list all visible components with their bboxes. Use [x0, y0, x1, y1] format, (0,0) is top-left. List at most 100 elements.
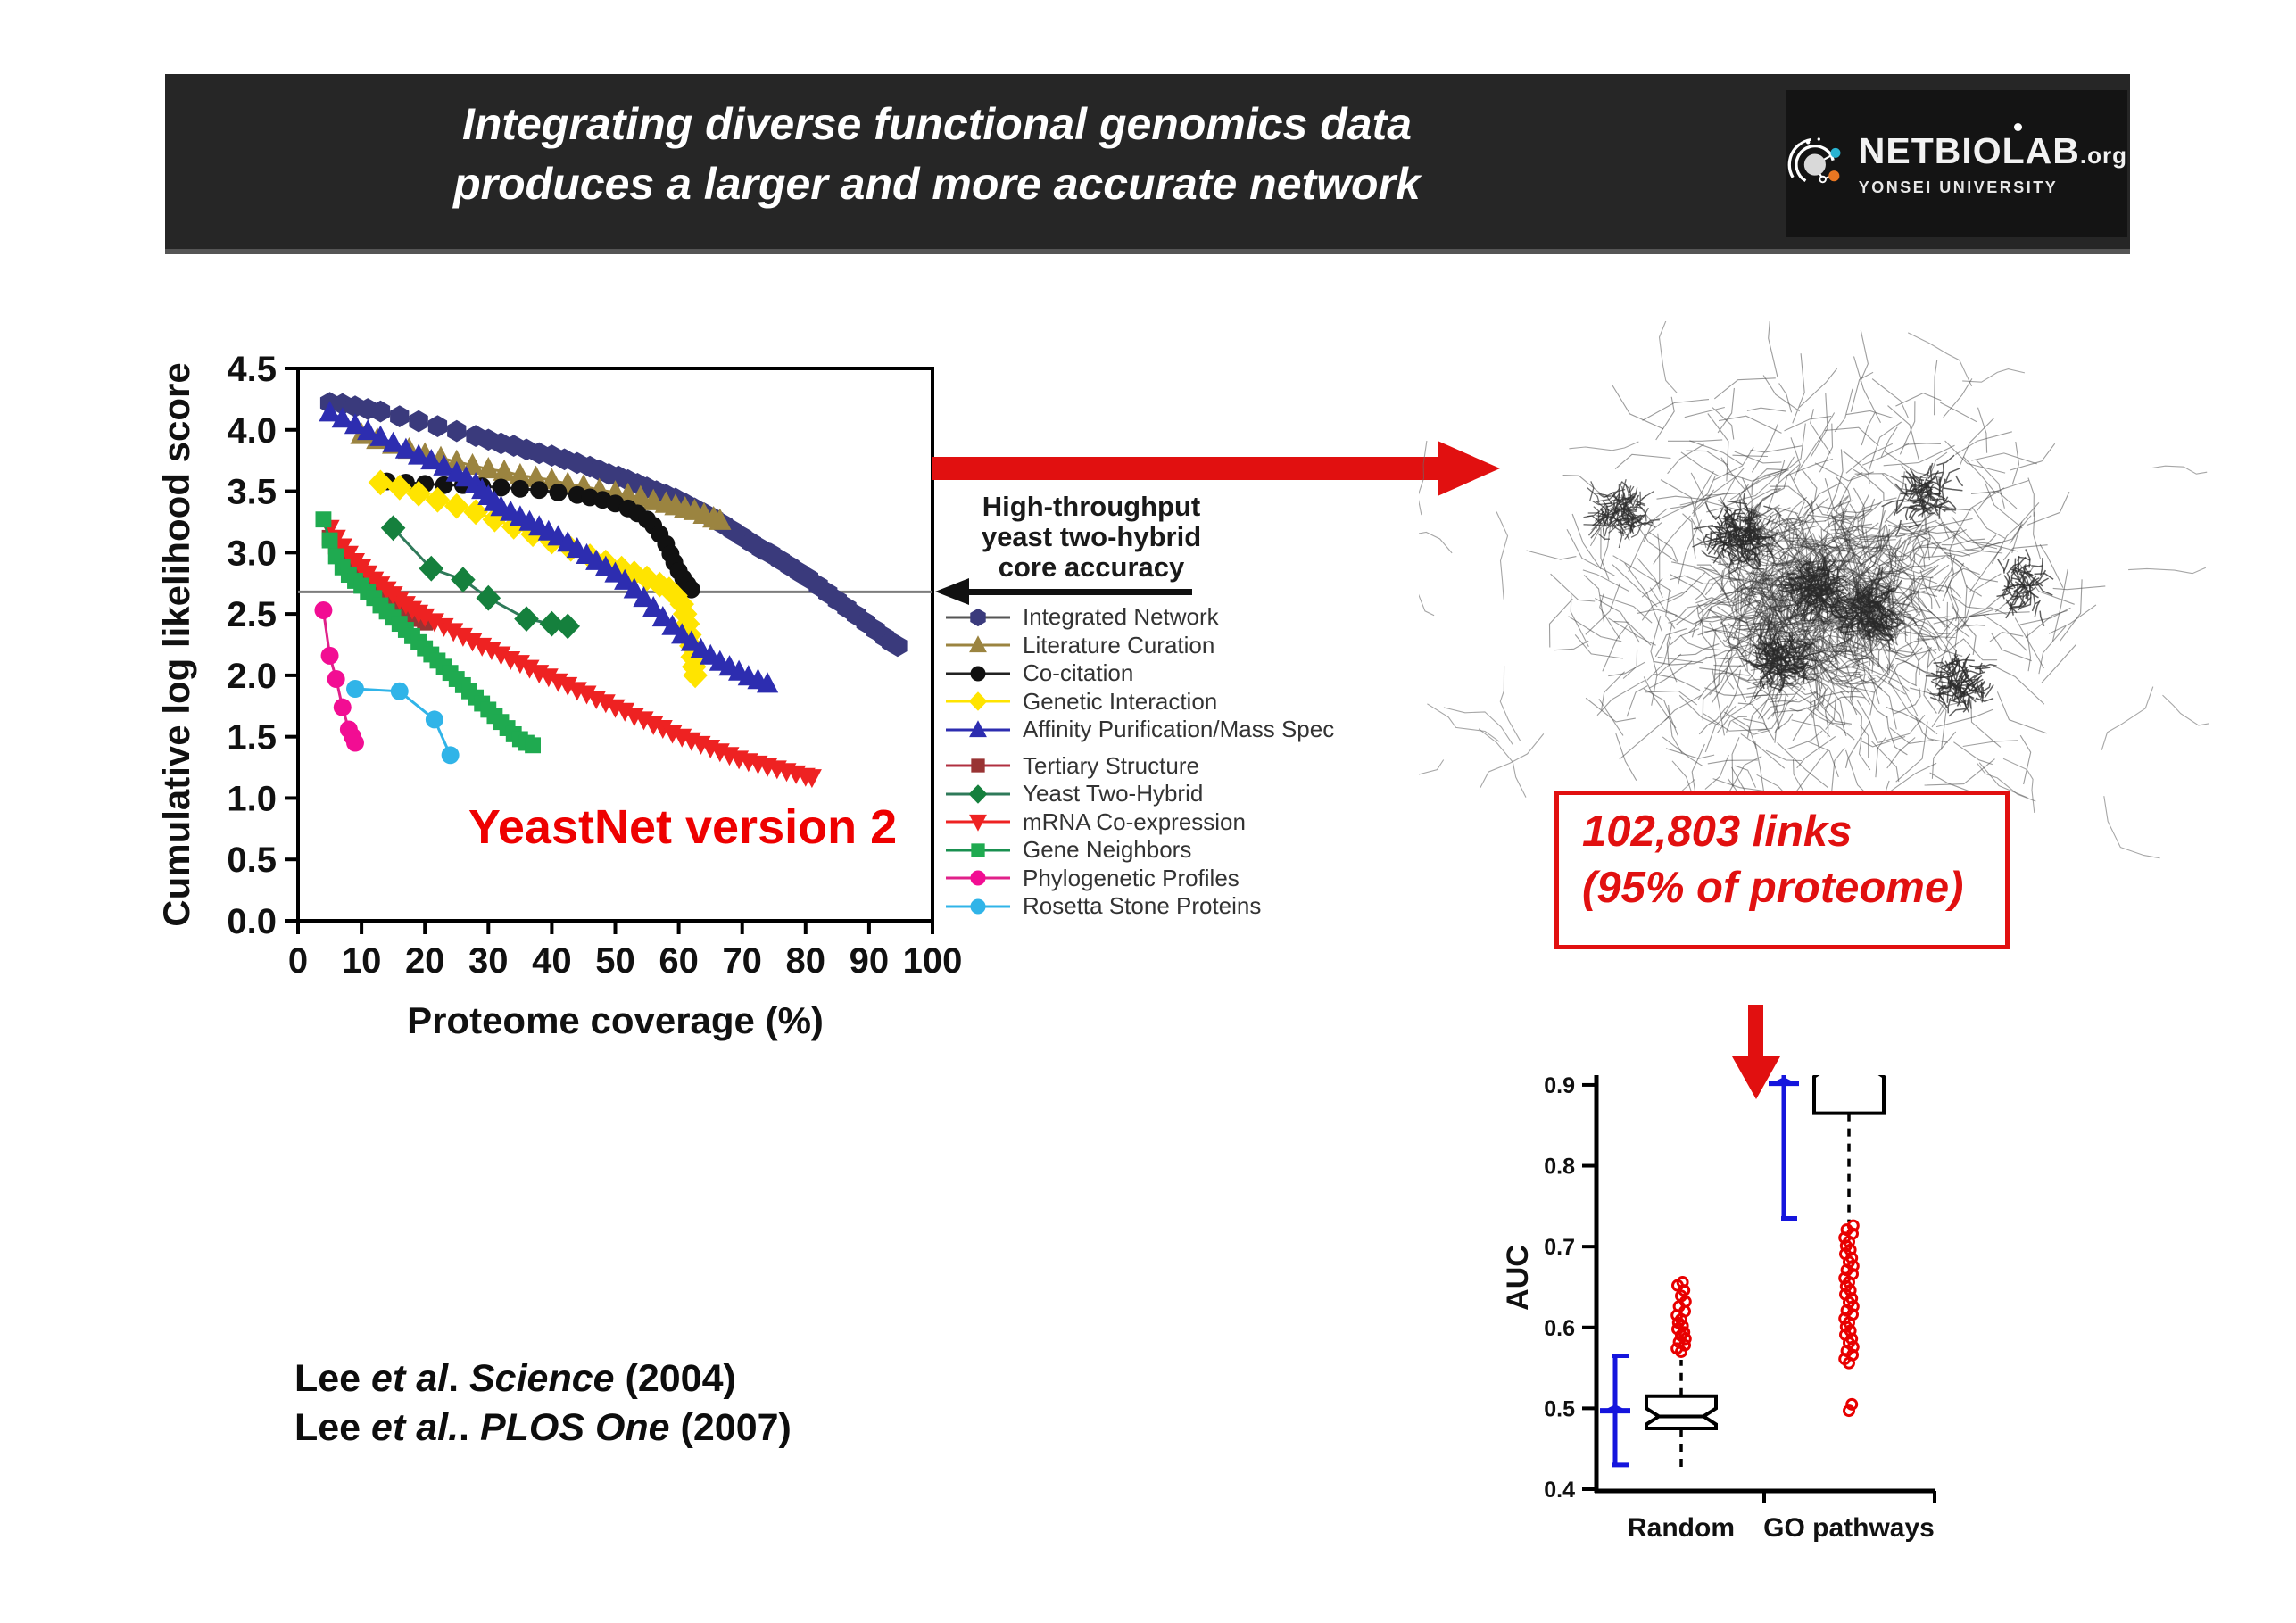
svg-text:0.8: 0.8: [1544, 1155, 1575, 1180]
citation-line: Lee et al. Science (2004): [294, 1354, 792, 1404]
logo-name: NETBIOLAB.org: [1859, 131, 2127, 175]
citation-segment: .: [448, 1357, 469, 1400]
legend-label: Yeast Two-Hybrid: [1023, 780, 1204, 807]
citation-segment: Lee: [294, 1357, 372, 1400]
legend-item: Tertiary Structure: [944, 752, 1364, 781]
axes: 0 10 20 30 40 50 60 70 80 90 100 0.0 0.5 1.0 1.5 2.0 2.5…: [155, 350, 962, 1041]
citation-segment: .: [459, 1406, 480, 1449]
citation-segment: (2004): [614, 1357, 736, 1400]
links-proteome: (95% of proteome): [1582, 864, 1964, 912]
slide-title-line1: Integrating diverse functional genomics …: [461, 99, 1413, 149]
legend-item: Affinity Purification/Mass Spec: [944, 716, 1364, 744]
logo-panel: NETBIOLAB.org YONSEI UNIVERSITY: [1786, 90, 2127, 237]
box-random: Random: [1600, 1276, 1735, 1543]
right-arrow: [932, 441, 1500, 496]
legend-label: Phylogenetic Profiles: [1023, 864, 1239, 891]
svg-text:0.5: 0.5: [227, 840, 277, 880]
logo-text: NETBIOLAB.org YONSEI UNIVERSITY: [1858, 122, 2127, 197]
citation-segment: Lee: [294, 1406, 372, 1449]
legend-label: Affinity Purification/Mass Spec: [1023, 716, 1335, 743]
citation-segment: (2007): [669, 1406, 792, 1449]
legend-marker-circle-icon: [946, 666, 1010, 682]
citation-segment: et al: [371, 1357, 449, 1400]
svg-text:3.5: 3.5: [227, 473, 277, 512]
legend-label: Co-citation: [1023, 659, 1134, 687]
legend-item: mRNA Co-expression: [944, 808, 1364, 837]
svg-text:50: 50: [595, 941, 635, 981]
svg-text:0.6: 0.6: [1544, 1316, 1575, 1341]
legend-marker-square-icon: [946, 758, 1010, 773]
series-gene-neighbors: [315, 511, 541, 754]
legend-label: Gene Neighbors: [1023, 836, 1192, 864]
ht-line3: core accuracy: [998, 551, 1185, 583]
svg-text:70: 70: [722, 941, 762, 981]
legend-marker-hexagon-icon: [946, 608, 1010, 626]
svg-text:30: 30: [468, 941, 509, 981]
slide-title-line2: produces a larger and more accurate netw…: [453, 159, 1421, 209]
legend-marker-diamond-icon: [946, 783, 1010, 804]
ht-line1: High-throughput: [982, 491, 1201, 522]
legend-item: Genetic Interaction: [944, 688, 1364, 716]
legend-marker-triangle-down-icon: [946, 815, 1010, 832]
series-rosetta-stone-proteins: [346, 680, 460, 765]
svg-text:20: 20: [405, 941, 445, 981]
legend-item: Yeast Two-Hybrid: [944, 780, 1364, 808]
legend-marker-circle-icon: [946, 898, 1010, 915]
svg-text:4.5: 4.5: [227, 350, 277, 389]
svg-text:0.9: 0.9: [1544, 1075, 1575, 1098]
legend-label: Literature Curation: [1023, 631, 1215, 658]
chart-legend: Integrated Network Literature Curation Co-…: [944, 603, 1364, 921]
legend-marker-diamond-icon: [946, 691, 1010, 712]
legend-item: Literature Curation: [944, 632, 1364, 660]
legend-item: Rosetta Stone Proteins: [944, 892, 1364, 921]
svg-text:Random: Random: [1628, 1513, 1735, 1543]
ht-line2: yeast two-hybrid: [981, 521, 1202, 552]
logo-name-suffix: .org: [2079, 141, 2127, 169]
svg-text:40: 40: [532, 941, 572, 981]
series-affinity-purification-mass-spec: [319, 401, 779, 693]
svg-text:3.0: 3.0: [227, 534, 277, 573]
series-phylogenetic-profiles: [314, 601, 364, 752]
svg-text:80: 80: [786, 941, 826, 981]
yeastnet-label: YeastNet version 2: [468, 800, 898, 854]
svg-text:AUC: AUC: [1501, 1245, 1535, 1311]
likelihood-chart: 0 10 20 30 40 50 60 70 80 90 100 0.0 0.5 1.0 1.5 2.0 2.5…: [155, 350, 962, 1041]
auc-boxplot: 0.40.50.60.70.80.911.1AUCRandomGO pathwa…: [1501, 1075, 1936, 1543]
svg-text:1.5: 1.5: [227, 718, 277, 758]
left-arrow: [935, 578, 1192, 605]
citation-segment: PLOS One: [479, 1406, 670, 1449]
legend-item: Co-citation: [944, 659, 1364, 688]
logo-a-dot: [2014, 122, 2022, 131]
legend-item: Phylogenetic Profiles: [944, 865, 1364, 893]
legend-marker-square-icon: [946, 843, 1010, 857]
svg-text:Cumulative log likelihood scor: Cumulative log likelihood score: [155, 362, 197, 926]
legend-label: Tertiary Structure: [1023, 751, 1199, 779]
svg-text:100: 100: [903, 941, 963, 981]
network-figure: [1419, 321, 2209, 859]
netbiolab-logo-icon: [1787, 137, 1843, 192]
svg-text:0.5: 0.5: [1544, 1396, 1575, 1421]
svg-text:0: 0: [288, 941, 308, 981]
svg-text:GO pathways: GO pathways: [1763, 1513, 1935, 1543]
legend-label: mRNA Co-expression: [1023, 807, 1246, 835]
logo-subtitle: YONSEI UNIVERSITY: [1858, 178, 2059, 196]
logo-name-main: NETBIOLAB: [1858, 129, 2080, 171]
legend-item: Gene Neighbors: [944, 836, 1364, 865]
svg-text:0.7: 0.7: [1544, 1235, 1575, 1260]
svg-text:1.0: 1.0: [227, 779, 277, 818]
svg-text:0.0: 0.0: [227, 902, 277, 941]
svg-text:2.0: 2.0: [227, 657, 277, 696]
legend-marker-triangle-icon: [946, 635, 1010, 653]
svg-text:4.0: 4.0: [227, 411, 277, 451]
citation-line: Lee et al.. PLOS One (2007): [294, 1404, 792, 1453]
svg-text:2.5: 2.5: [227, 595, 277, 634]
links-count-box: 102,803 links (95% of proteome): [1554, 791, 2010, 949]
legend-marker-circle-icon: [946, 870, 1010, 886]
citation-segment: Science: [469, 1357, 615, 1400]
legend-label: Genetic Interaction: [1023, 687, 1218, 715]
svg-text:0.4: 0.4: [1544, 1478, 1575, 1503]
citations: Lee et al. Science (2004) Lee et al.. PLO…: [294, 1354, 792, 1453]
legend-label: Rosetta Stone Proteins: [1023, 892, 1262, 920]
links-count: 102,803 links: [1582, 807, 1853, 856]
